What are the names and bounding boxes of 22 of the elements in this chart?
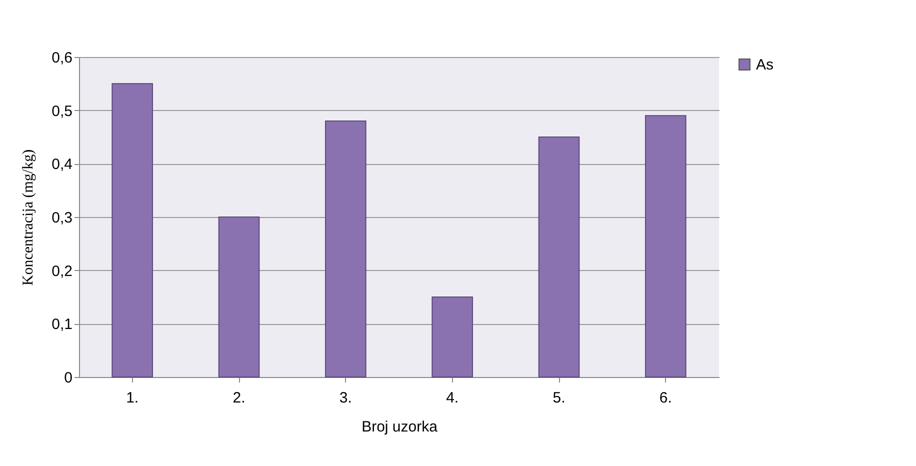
bar [432,296,473,378]
y-tick-label: 0,1 [52,316,72,334]
bar [112,83,153,378]
x-tick-label: 4. [446,390,459,406]
bar [325,120,366,378]
y-tick-label: 0,5 [52,102,72,120]
legend-label: As [756,56,774,74]
bar [538,136,580,378]
bar [218,216,260,378]
y-tick-label: 0,4 [52,156,72,174]
x-tick-label: 2. [232,390,246,406]
y-tick-label: 0,3 [52,210,72,226]
y-tick-label: 0,2 [52,262,72,280]
x-tick-label: 1. [126,390,139,406]
x-tick-label: 5. [552,390,566,406]
x-tick-label: 6. [659,390,672,406]
y-tick-label: 0 [64,370,72,386]
bar [645,115,686,378]
y-axis-title: Koncentracija (mg/kg) [20,149,37,286]
x-tick-label: 3. [339,390,352,406]
x-axis-title: Broj uzorka [362,418,438,436]
y-tick-label: 0,6 [52,50,72,66]
